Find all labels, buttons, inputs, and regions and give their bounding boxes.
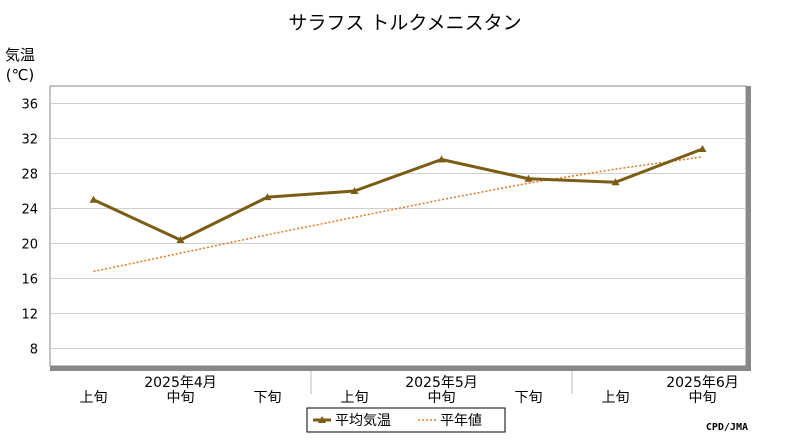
legend-label-mean: 平均気温 [335,413,391,429]
y-tick-label-36: 36 [21,98,38,113]
y-tick-label-16: 16 [21,273,38,288]
y-axis-unit: (℃) [6,66,35,84]
legend-marker-mean [318,416,326,423]
x-category-label: 下旬 [515,390,543,406]
grid-lines [50,103,746,394]
y-tick-label-32: 32 [21,133,38,148]
y-tick-label-20: 20 [21,238,38,253]
data-point-mean [611,178,620,186]
x-category-label: 下旬 [254,390,282,406]
series-line-normal [93,156,703,273]
y-tick-label-28: 28 [21,168,38,183]
data-point-mean [698,145,707,152]
y-axis-label: 気温 [5,46,35,64]
data-point-mean [350,187,359,194]
series-line-mean [92,147,704,242]
data-point-mean [524,174,533,182]
series-group [89,145,707,273]
x-month-label: 2025年5月 [405,375,478,391]
x-category-label: 中旬 [428,390,456,406]
x-category-label: 上旬 [341,390,369,406]
plot-area [49,85,747,367]
data-point-mean [437,155,446,163]
chart-title: サラフス トルクメニスタン [288,12,521,34]
x-axis-categories: 上旬 中旬 下旬 上旬 中旬 下旬 上旬 中旬 [80,390,717,406]
data-point-mean [263,193,272,201]
x-category-label: 中旬 [689,390,717,406]
y-axis-ticks: 8 12 16 20 24 28 32 36 [21,98,38,358]
x-category-label: 上旬 [80,390,108,406]
x-axis-months: 2025年4月 2025年5月 2025年6月 [144,375,739,391]
data-point-mean [89,195,98,203]
legend: 平均気温 平年値 [306,407,506,433]
credit-text: CPD/JMA [706,422,748,433]
y-tick-label-12: 12 [21,308,38,323]
data-point-mean [176,236,185,243]
plot-shadow-right [746,86,751,371]
x-month-label: 2025年6月 [666,375,739,391]
y-tick-label-8: 8 [30,343,38,358]
legend-box [306,407,506,433]
x-month-label: 2025年4月 [144,375,217,391]
x-category-label: 上旬 [602,390,630,406]
x-category-label: 中旬 [167,390,195,406]
legend-label-normal: 平年値 [440,413,482,429]
y-tick-label-24: 24 [21,203,38,218]
plot-shadow-bottom [50,366,751,371]
